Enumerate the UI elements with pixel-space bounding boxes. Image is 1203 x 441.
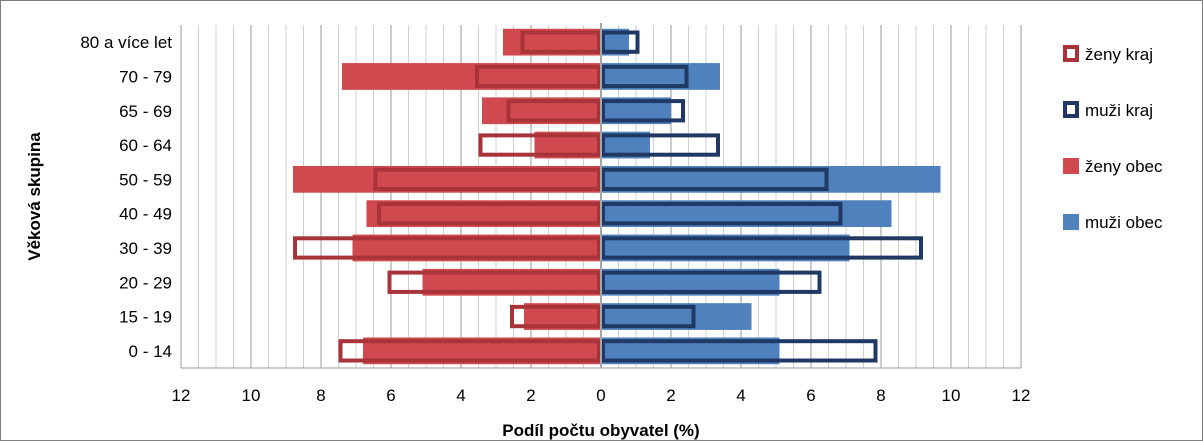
category-label: 0 - 14 <box>129 342 172 361</box>
bar-zeny-kraj <box>377 201 601 226</box>
legend-swatch <box>1063 101 1079 118</box>
x-tick-label: 12 <box>1012 386 1031 405</box>
bar-zeny-kraj <box>478 133 601 157</box>
category-label: 30 - 39 <box>119 239 172 258</box>
category-label: 20 - 29 <box>119 273 172 292</box>
category-label: 65 - 69 <box>119 102 172 121</box>
x-tick-label: 0 <box>596 386 605 405</box>
legend-label: muži kraj <box>1085 101 1153 120</box>
bar-muzi-kraj <box>601 64 689 89</box>
x-tick-label: 2 <box>666 386 675 405</box>
kraj-bars <box>293 30 923 363</box>
bar-muzi-kraj <box>601 133 720 157</box>
legend-label: muži obec <box>1085 213 1163 232</box>
category-label: 15 - 19 <box>119 308 172 327</box>
obec-bars <box>293 28 941 365</box>
bar-zeny-kraj <box>373 167 601 192</box>
bar-zeny-kraj <box>506 99 601 123</box>
category-label: 70 - 79 <box>119 67 172 86</box>
legend-swatch <box>1063 214 1079 230</box>
legend-swatch <box>1063 158 1079 174</box>
bar-zeny-kraj <box>387 270 601 294</box>
tick-labels: 0 - 14 15 - 19 20 - 29 30 - 39 40 - 49 50 - 5… <box>25 33 1030 440</box>
bar-muzi-kraj <box>601 339 878 363</box>
bar-zeny-kraj <box>510 304 601 329</box>
legend: ženy kraj muži kraj ženy obec muži obec <box>1063 45 1163 232</box>
x-tick-label: 8 <box>316 386 325 405</box>
bar-zeny-kraj <box>293 236 601 260</box>
x-axis-title: Podíl počtu obyvatel (%) <box>502 421 699 440</box>
x-tick-label: 2 <box>526 386 535 405</box>
x-tick-label: 12 <box>172 386 191 405</box>
x-tick-label: 6 <box>806 386 815 405</box>
legend-swatch <box>1063 45 1079 62</box>
bar-muzi-kraj <box>601 304 696 329</box>
bar-muzi-kraj <box>601 30 640 54</box>
y-axis-title: Věková skupina <box>25 132 44 261</box>
category-label: 80 a více let <box>80 33 172 52</box>
x-tick-label: 10 <box>942 386 961 405</box>
category-label: 50 - 59 <box>119 170 172 189</box>
category-label: 40 - 49 <box>119 205 172 224</box>
axes <box>181 23 1021 369</box>
x-tick-label: 6 <box>386 386 395 405</box>
bar-muzi-kraj <box>601 167 829 192</box>
bar-zeny-kraj <box>475 64 601 89</box>
bar-muzi-kraj <box>601 236 923 260</box>
bar-zeny-kraj <box>520 30 601 54</box>
bar-muzi-kraj <box>601 270 822 294</box>
x-tick-label: 4 <box>736 386 745 405</box>
x-tick-label: 10 <box>242 386 261 405</box>
category-label: 60 - 64 <box>119 136 172 155</box>
bar-muzi-kraj <box>601 99 685 123</box>
x-tick-label: 4 <box>456 386 465 405</box>
bar-muzi-kraj <box>601 201 843 226</box>
bar-zeny-kraj <box>338 339 601 363</box>
legend-label: ženy kraj <box>1085 45 1153 64</box>
legend-label: ženy obec <box>1085 157 1163 176</box>
x-tick-label: 8 <box>876 386 885 405</box>
